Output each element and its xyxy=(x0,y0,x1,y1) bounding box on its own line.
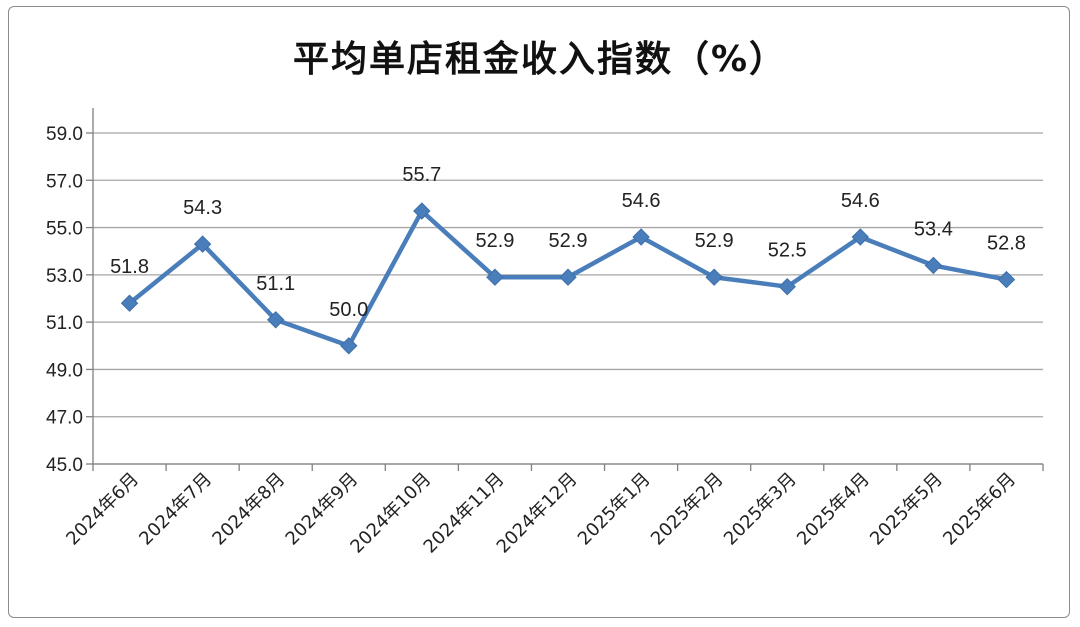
y-tick-label: 59.0 xyxy=(46,124,83,145)
y-tick-label: 49.0 xyxy=(46,360,83,381)
y-tick-label: 45.0 xyxy=(46,455,83,476)
data-label: 51.1 xyxy=(256,273,295,295)
data-point-marker xyxy=(266,311,285,329)
data-label: 55.7 xyxy=(402,164,441,186)
data-point-marker xyxy=(413,202,431,220)
y-tick-label: 47.0 xyxy=(46,408,83,429)
data-point-marker xyxy=(997,270,1016,289)
y-tick-label: 51.0 xyxy=(46,313,83,334)
data-point-marker xyxy=(851,228,870,246)
chart-frame xyxy=(8,6,1070,618)
data-point-marker xyxy=(193,235,212,253)
data-label: 52.5 xyxy=(768,240,807,262)
y-tick-label: 57.0 xyxy=(46,171,83,192)
x-tick-label: 2024年9月 xyxy=(282,469,363,550)
data-label: 54.6 xyxy=(841,190,880,212)
x-tick-label: 2025年1月 xyxy=(574,469,655,550)
data-label: 52.9 xyxy=(549,230,588,252)
y-tick-label: 55.0 xyxy=(46,219,83,240)
x-tick-label: 2025年4月 xyxy=(793,469,874,550)
x-tick-label: 2025年5月 xyxy=(866,469,947,550)
x-tick-label: 2025年2月 xyxy=(647,469,728,550)
data-point-marker xyxy=(924,256,943,275)
data-label: 50.0 xyxy=(329,299,368,321)
data-label: 53.4 xyxy=(914,218,953,240)
x-tick-label: 2025年3月 xyxy=(720,469,801,550)
data-point-marker xyxy=(120,294,139,312)
data-point-marker xyxy=(559,268,577,286)
data-label: 52.9 xyxy=(475,230,514,252)
x-tick-label: 2025年6月 xyxy=(939,469,1020,550)
data-label: 51.8 xyxy=(110,256,149,278)
x-tick-label: 2024年6月 xyxy=(62,469,143,550)
data-label: 52.8 xyxy=(987,233,1026,255)
data-point-marker xyxy=(340,337,358,355)
data-point-marker xyxy=(778,277,796,296)
data-label: 52.9 xyxy=(695,230,734,252)
x-tick-label: 2024年8月 xyxy=(208,469,289,550)
data-label: 54.3 xyxy=(183,197,222,219)
data-label: 54.6 xyxy=(622,190,661,212)
x-tick-label: 2024年7月 xyxy=(135,469,216,550)
data-point-marker xyxy=(486,268,504,286)
chart-title: 平均单店租金收入指数（%） xyxy=(292,39,788,80)
data-point-marker xyxy=(705,268,723,286)
data-point-marker xyxy=(632,228,650,246)
y-tick-label: 53.0 xyxy=(46,266,83,287)
